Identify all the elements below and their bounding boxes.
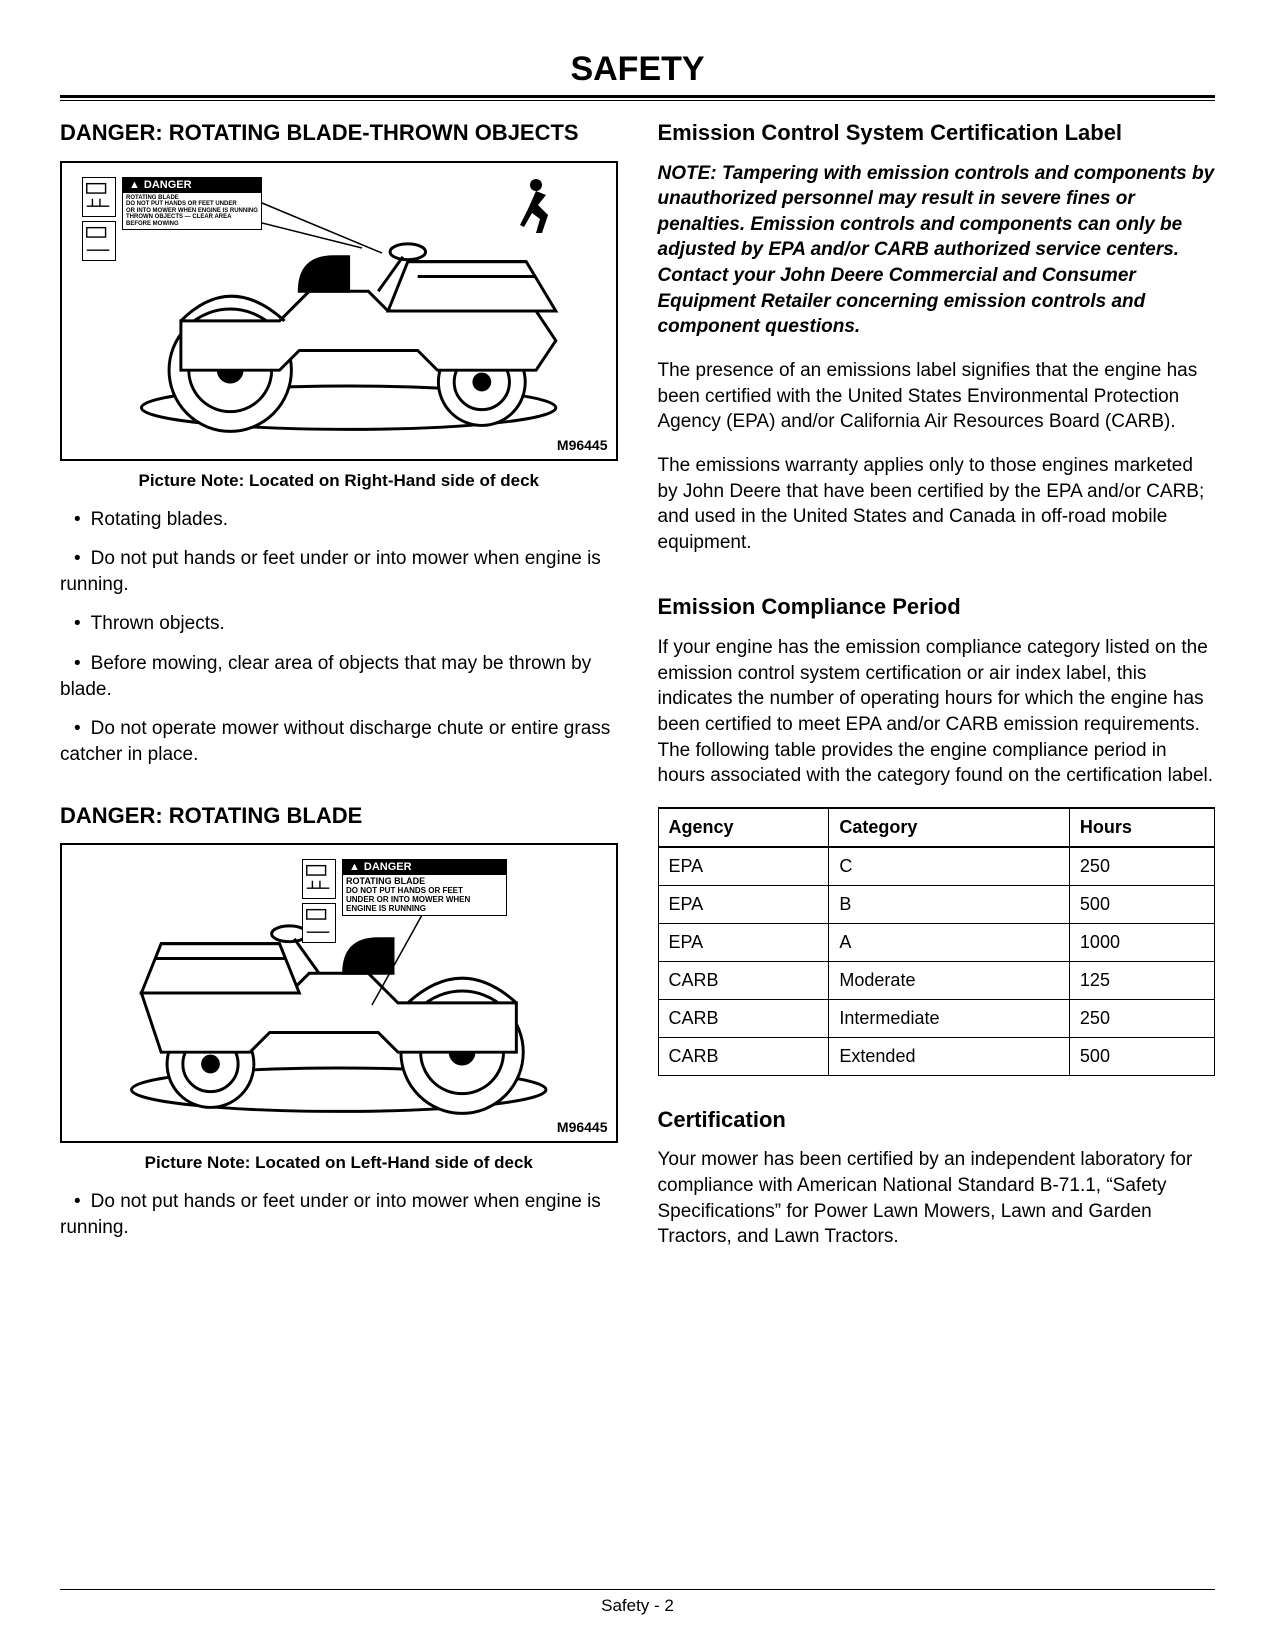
col-agency: Agency xyxy=(658,808,829,847)
table-cell: CARB xyxy=(658,999,829,1037)
pictogram-icon xyxy=(82,177,116,217)
danger-word: DANGER xyxy=(144,179,192,191)
table-row: CARBIntermediate250 xyxy=(658,999,1215,1037)
table-row: EPAC250 xyxy=(658,847,1215,886)
table-cell: Intermediate xyxy=(829,999,1070,1037)
table-cell: A xyxy=(829,923,1070,961)
table-cell: Extended xyxy=(829,1037,1070,1075)
picture-note-right: Picture Note: Located on Right-Hand side… xyxy=(60,471,618,491)
left-column: DANGER: ROTATING BLADE-THROWN OBJECTS xyxy=(60,119,618,1268)
figure-tractor-left: ▲ DANGER ROTATING BLADE DO NOT PUT HANDS … xyxy=(60,843,618,1143)
danger-label-text: ROTATING BLADEDO NOT PUT HANDS OR FEET U… xyxy=(122,193,262,231)
tractor-illustration-icon xyxy=(62,845,616,1141)
heading-certification: Certification xyxy=(658,1106,1216,1134)
table-header-row: Agency Category Hours xyxy=(658,808,1215,847)
pictogram-icon xyxy=(302,903,336,943)
warning-triangle-icon: ▲ xyxy=(349,861,360,873)
heading-danger-thrown: DANGER: ROTATING BLADE-THROWN OBJECTS xyxy=(60,119,618,147)
right-column: Emission Control System Certification La… xyxy=(658,119,1216,1268)
running-person-icon xyxy=(506,175,556,235)
table-row: CARBExtended500 xyxy=(658,1037,1215,1075)
certification-para: Your mower has been certified by an inde… xyxy=(658,1147,1216,1250)
table-cell: 125 xyxy=(1069,961,1214,999)
figure-id: M96445 xyxy=(557,437,608,453)
table-row: EPAB500 xyxy=(658,885,1215,923)
figure-tractor-right: ▲ DANGER ROTATING BLADEDO NOT PUT HANDS O… xyxy=(60,161,618,461)
title-rule xyxy=(60,95,1215,101)
table-cell: EPA xyxy=(658,847,829,886)
heading-emission-label: Emission Control System Certification La… xyxy=(658,119,1216,147)
table-cell: 250 xyxy=(1069,847,1214,886)
table-cell: 1000 xyxy=(1069,923,1214,961)
figure-id: M96445 xyxy=(557,1119,608,1135)
table-cell: EPA xyxy=(658,923,829,961)
warning-triangle-icon: ▲ xyxy=(129,179,140,191)
pictogram-icon xyxy=(302,859,336,899)
danger-label-text: ROTATING BLADE DO NOT PUT HANDS OR FEET … xyxy=(342,875,507,916)
footer-rule xyxy=(60,1589,1215,1590)
table-cell: 500 xyxy=(1069,1037,1214,1075)
bullet-item: Do not operate mower without discharge c… xyxy=(60,716,618,767)
page-title: SAFETY xyxy=(60,50,1215,89)
table-cell: CARB xyxy=(658,1037,829,1075)
danger-label: ▲ DANGER ROTATING BLADEDO NOT PUT HANDS O… xyxy=(122,177,262,231)
table-cell: EPA xyxy=(658,885,829,923)
emission-para-1: The presence of an emissions label signi… xyxy=(658,358,1216,435)
table-cell: C xyxy=(829,847,1070,886)
emission-note: NOTE: Tampering with emission controls a… xyxy=(658,161,1216,340)
bullet-item: Do not put hands or feet under or into m… xyxy=(60,1189,618,1240)
bullet-item: Before mowing, clear area of objects tha… xyxy=(60,651,618,702)
table-cell: CARB xyxy=(658,961,829,999)
table-row: CARBModerate125 xyxy=(658,961,1215,999)
table-cell: 500 xyxy=(1069,885,1214,923)
heading-compliance-period: Emission Compliance Period xyxy=(658,593,1216,621)
table-cell: B xyxy=(829,885,1070,923)
callout-lines-icon xyxy=(262,193,402,263)
table-row: EPAA1000 xyxy=(658,923,1215,961)
compliance-para: If your engine has the emission complian… xyxy=(658,635,1216,789)
emission-para-2: The emissions warranty applies only to t… xyxy=(658,453,1216,556)
callout-lines-icon xyxy=(362,915,482,1015)
compliance-table: Agency Category Hours EPAC250EPAB500EPAA… xyxy=(658,807,1216,1076)
picture-note-left: Picture Note: Located on Left-Hand side … xyxy=(60,1153,618,1173)
table-cell: Moderate xyxy=(829,961,1070,999)
danger-label: ▲ DANGER ROTATING BLADE DO NOT PUT HANDS … xyxy=(342,859,507,916)
danger-word: DANGER xyxy=(364,861,412,873)
table-cell: 250 xyxy=(1069,999,1214,1037)
bullet-item: Rotating blades. xyxy=(60,507,618,533)
content-columns: DANGER: ROTATING BLADE-THROWN OBJECTS xyxy=(60,119,1215,1268)
col-category: Category xyxy=(829,808,1070,847)
footer-text: Safety - 2 xyxy=(0,1596,1275,1616)
pictogram-icon xyxy=(82,221,116,261)
bullet-item: Do not put hands or feet under or into m… xyxy=(60,546,618,597)
bullet-item: Thrown objects. xyxy=(60,611,618,637)
col-hours: Hours xyxy=(1069,808,1214,847)
heading-danger-blade: DANGER: ROTATING BLADE xyxy=(60,802,618,830)
